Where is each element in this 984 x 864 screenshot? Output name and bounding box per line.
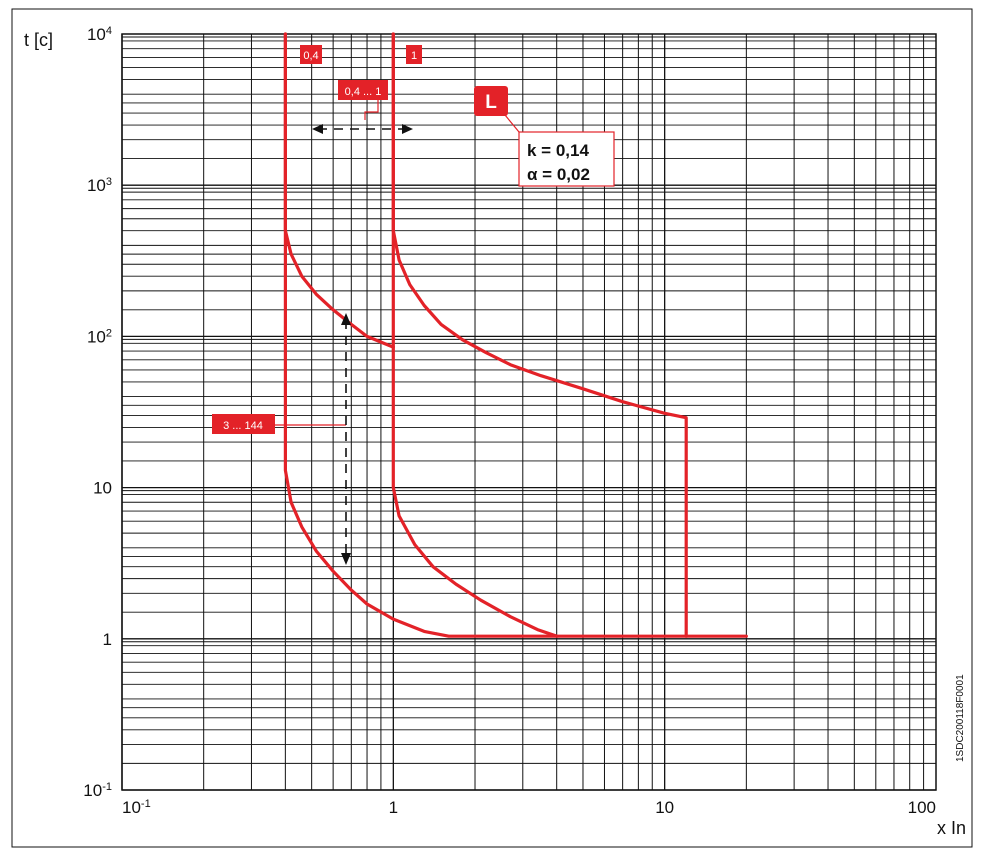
plot-border xyxy=(121,33,937,791)
curve-badge-label: L xyxy=(485,92,497,113)
tag-04-label: 0,4 xyxy=(303,50,318,62)
curve-badge-box xyxy=(474,86,508,116)
y-tick-label: 1 xyxy=(103,630,112,649)
x-tick-label: 10 xyxy=(655,798,674,817)
tag-1-label: 1 xyxy=(411,50,417,62)
range-t-arrowhead-top xyxy=(341,313,351,325)
range-x-box xyxy=(338,80,388,100)
y-tick-label: 102 xyxy=(87,327,112,346)
y-tick-label: 104 xyxy=(87,25,112,44)
tag-04-box xyxy=(300,45,322,64)
range-x-label: 0,4 ... 1 xyxy=(345,86,382,98)
param-leader xyxy=(504,114,520,133)
trip-curves xyxy=(283,32,748,638)
param-k: k = 0,14 xyxy=(527,141,589,160)
trip-curve-1 xyxy=(283,32,395,349)
tag-1-box xyxy=(406,45,422,64)
y-tick-label: 103 xyxy=(87,176,112,195)
x-tick-label: 100 xyxy=(908,798,936,817)
y-axis-label: t [c] xyxy=(24,30,53,50)
range-x-leader xyxy=(364,100,379,120)
y-tick-label: 10 xyxy=(93,479,112,498)
x-axis-label: x In xyxy=(937,818,966,838)
trip-curve-4 xyxy=(391,32,559,638)
param-box xyxy=(518,131,615,187)
trip-curve-3 xyxy=(391,32,688,638)
document-code: 1SDC200118F0001 xyxy=(955,674,966,762)
range-t-arrowhead-bottom xyxy=(341,553,351,565)
range-t-box xyxy=(212,414,275,434)
trip-curve-2 xyxy=(283,32,748,638)
x-tick-label: 10-1 xyxy=(122,798,151,817)
y-tick-label: 10-1 xyxy=(83,781,112,800)
x-tick-label: 1 xyxy=(389,798,398,817)
param-alpha: α = 0,02 xyxy=(527,165,590,184)
range-x-arrowhead-left xyxy=(312,124,323,134)
axis-ticks: 10-1 1 10 102 103 104 10-1 1 10 100 xyxy=(83,25,936,817)
range-t-label: 3 ... 144 xyxy=(223,420,263,432)
range-x-arrowhead-right xyxy=(402,124,413,134)
